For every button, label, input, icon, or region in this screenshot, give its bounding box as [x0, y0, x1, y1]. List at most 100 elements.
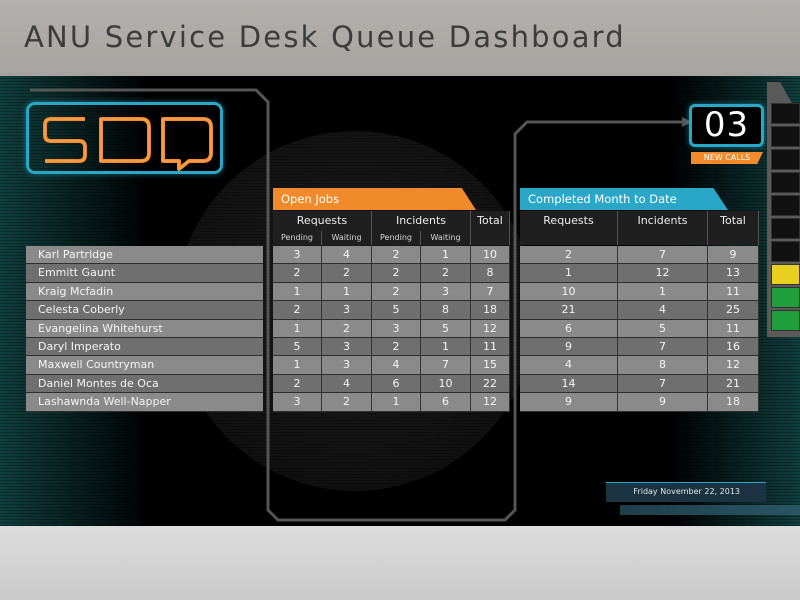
cell-inc-pending: 6 — [372, 374, 421, 394]
cell-open-total: 12 — [471, 393, 510, 412]
cell-inc-waiting: 5 — [421, 319, 471, 338]
cell-req-waiting: 4 — [322, 246, 372, 265]
staff-name: Celesta Coberly — [26, 301, 263, 320]
cell-open-total: 10 — [471, 246, 510, 265]
table-row: 10 1 11 — [520, 282, 759, 302]
cell-req-waiting: 2 — [322, 319, 372, 338]
open-jobs-table: 3 4 2 1 10 2 2 2 2 8 1 1 2 3 7 2 3 5 8 18 1 2 3 5 12 5 3 2 1 11 1 3 4 7 15… — [273, 246, 510, 412]
cell-open-total: 22 — [471, 374, 510, 394]
open-total-header: Total — [471, 211, 510, 245]
cell-comp-total: 12 — [708, 356, 759, 375]
staff-name: Evangelina Whitehurst — [26, 319, 263, 338]
table-row: 3 2 1 6 12 — [273, 393, 510, 412]
cell-comp-requests: 10 — [520, 282, 618, 302]
table-row: 21 4 25 — [520, 301, 759, 320]
meter-cell — [771, 287, 800, 308]
meter-cell — [771, 218, 800, 239]
meter-cell — [771, 241, 800, 262]
cell-inc-waiting: 8 — [421, 301, 471, 320]
table-row: 1 3 4 7 15 — [273, 356, 510, 375]
meter-cell — [771, 126, 800, 147]
table-row: 4 8 12 — [520, 356, 759, 375]
cell-comp-total: 11 — [708, 319, 759, 338]
cell-comp-total: 25 — [708, 301, 759, 320]
cell-open-total: 15 — [471, 356, 510, 375]
staff-name: Emmitt Gaunt — [26, 264, 263, 283]
staff-name: Kraig Mcfadin — [26, 282, 263, 302]
staff-names-column: Karl Partridge Emmitt Gaunt Kraig Mcfadin C… — [26, 246, 263, 412]
table-row: 6 5 11 — [520, 319, 759, 338]
cell-comp-incidents: 8 — [618, 356, 708, 375]
table-row: 1 12 13 — [520, 264, 759, 283]
staff-name: Karl Partridge — [26, 246, 263, 265]
cell-req-waiting: 2 — [322, 393, 372, 412]
cell-open-total: 11 — [471, 337, 510, 357]
cell-comp-requests: 21 — [520, 301, 618, 320]
cell-inc-waiting: 1 — [421, 246, 471, 265]
cell-req-waiting: 4 — [322, 374, 372, 394]
incidents-pending-header: Pending — [372, 231, 421, 245]
open-requests-header: Requests — [273, 211, 372, 231]
cell-req-pending: 5 — [273, 337, 322, 357]
date-display: Friday November 22, 2013 — [606, 482, 766, 502]
cell-inc-pending: 4 — [372, 356, 421, 375]
cell-inc-waiting: 10 — [421, 374, 471, 394]
cell-req-pending: 2 — [273, 301, 322, 320]
table-row: 5 3 2 1 11 — [273, 337, 510, 357]
cell-comp-incidents: 9 — [618, 393, 708, 412]
cell-inc-pending: 2 — [372, 337, 421, 357]
staff-name: Maxwell Countryman — [26, 356, 263, 375]
sdq-logo-icon — [43, 117, 213, 171]
table-row: 3 4 2 1 10 — [273, 246, 510, 265]
cell-req-pending: 1 — [273, 319, 322, 338]
table-row: 2 4 6 10 22 — [273, 374, 510, 394]
new-calls-count: 03 — [689, 104, 764, 147]
cell-open-total: 7 — [471, 282, 510, 302]
meter-cell — [771, 264, 800, 285]
cell-inc-pending: 2 — [372, 264, 421, 283]
completed-table: 2 7 9 1 12 13 10 1 11 21 4 25 6 5 11 9 7 16 4 8 12 14 7 21 9 9 18 — [520, 246, 759, 412]
meter-cell — [771, 103, 800, 124]
cell-comp-requests: 14 — [520, 374, 618, 394]
staff-name: Daniel Montes de Oca — [26, 374, 263, 394]
cell-comp-incidents: 5 — [618, 319, 708, 338]
cell-req-waiting: 2 — [322, 264, 372, 283]
cell-inc-waiting: 3 — [421, 282, 471, 302]
table-row: 1 2 3 5 12 — [273, 319, 510, 338]
cell-comp-requests: 2 — [520, 246, 618, 265]
cell-comp-total: 21 — [708, 374, 759, 394]
meter-cell — [771, 310, 800, 331]
meter-cell — [771, 195, 800, 216]
open-incidents-header: Incidents — [372, 211, 471, 231]
completed-header: Completed Month to Date — [520, 188, 728, 210]
cell-inc-pending: 5 — [372, 301, 421, 320]
bottom-area — [0, 526, 800, 600]
cell-req-pending: 1 — [273, 356, 322, 375]
cell-comp-total: 18 — [708, 393, 759, 412]
table-row: 9 9 18 — [520, 393, 759, 412]
cell-comp-total: 11 — [708, 282, 759, 302]
cell-inc-waiting: 6 — [421, 393, 471, 412]
cell-comp-requests: 9 — [520, 337, 618, 357]
date-bar-accent — [620, 505, 800, 515]
cell-comp-incidents: 1 — [618, 282, 708, 302]
staff-name: Lashawnda Well-Napper — [26, 393, 263, 412]
completed-requests-header: Requests — [520, 211, 618, 245]
cell-comp-incidents: 7 — [618, 246, 708, 265]
sdq-logo — [26, 102, 223, 174]
cell-req-waiting: 3 — [322, 356, 372, 375]
cell-inc-waiting: 2 — [421, 264, 471, 283]
staff-name: Daryl Imperato — [26, 337, 263, 357]
cell-comp-requests: 6 — [520, 319, 618, 338]
cell-inc-pending: 1 — [372, 393, 421, 412]
completed-incidents-header: Incidents — [618, 211, 708, 245]
cell-inc-waiting: 1 — [421, 337, 471, 357]
cell-req-pending: 3 — [273, 246, 322, 265]
window-title: ANU Service Desk Queue Dashboard — [24, 20, 626, 54]
incidents-waiting-header: Waiting — [421, 231, 471, 245]
cell-comp-total: 9 — [708, 246, 759, 265]
cell-comp-incidents: 7 — [618, 337, 708, 357]
cell-inc-pending: 2 — [372, 282, 421, 302]
